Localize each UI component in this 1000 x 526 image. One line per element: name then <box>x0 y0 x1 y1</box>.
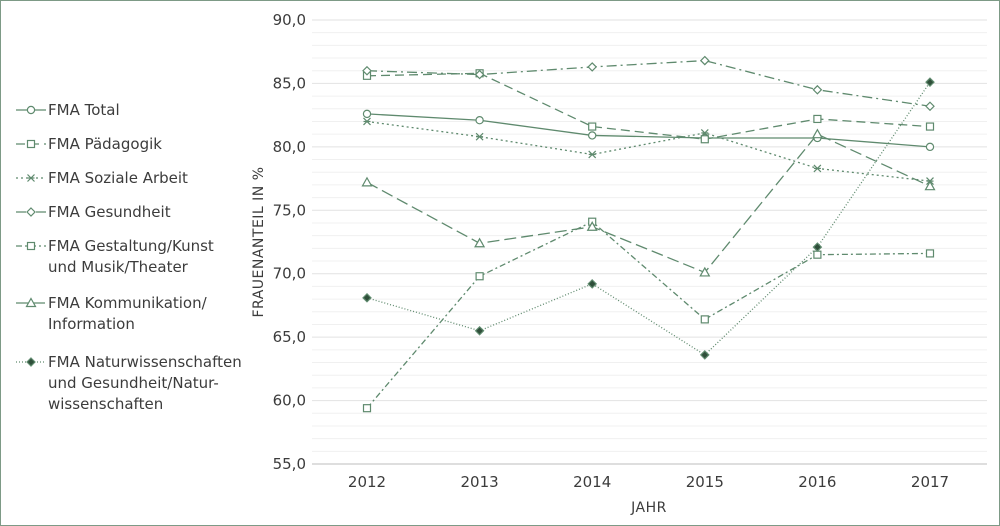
y-tick-label: 80,0 <box>273 138 306 156</box>
series-group <box>362 69 935 144</box>
series-group <box>363 117 934 186</box>
legend: FMA Total FMA Pädagogik FMA Soziale Arbeit… <box>16 101 242 413</box>
y-tick-label: 65,0 <box>273 328 306 346</box>
square-marker <box>588 122 597 131</box>
star-marker <box>588 150 597 159</box>
triangle-marker <box>699 266 711 277</box>
legend-label: FMA Kommunikation/ <box>48 294 208 312</box>
star-marker <box>27 174 35 182</box>
series-line <box>366 81 931 356</box>
square-marker <box>700 315 709 324</box>
filled-diamond-marker <box>812 242 823 252</box>
filled-diamond-marker <box>26 357 36 367</box>
x-tick-label: 2017 <box>911 473 949 491</box>
triangle-marker <box>25 297 37 308</box>
diamond-marker <box>699 55 710 66</box>
square-marker <box>925 122 935 131</box>
x-tick-label: 2015 <box>686 473 724 491</box>
star-marker <box>813 164 822 173</box>
square-marker <box>700 135 709 144</box>
square-marker <box>26 139 36 149</box>
star-marker <box>363 117 371 126</box>
square-marker <box>362 404 372 413</box>
square-marker <box>26 241 36 251</box>
legend-label: FMA Pädagogik <box>48 135 162 153</box>
diamond-marker <box>587 62 598 72</box>
x-axis-title: JAHR <box>630 500 667 516</box>
series-line <box>366 59 931 107</box>
legend-item: FMA Total <box>16 101 120 119</box>
series-group <box>361 128 936 277</box>
filled-diamond-marker <box>587 279 598 289</box>
y-tick-label: 75,0 <box>273 201 306 219</box>
y-tick-label: 70,0 <box>273 265 306 283</box>
triangle-marker <box>474 237 486 248</box>
x-tick-label: 2014 <box>573 473 611 491</box>
triangle-marker <box>586 221 598 231</box>
circle-marker <box>925 142 935 152</box>
circle-marker <box>362 109 372 119</box>
legend-label: FMA Total <box>48 101 120 119</box>
y-axis-title: FRAUENANTEIL IN % <box>251 166 267 317</box>
x-tick-label: 2012 <box>348 473 386 491</box>
diamond-marker <box>26 207 36 217</box>
series-line <box>366 220 931 409</box>
y-tick-label: 90,0 <box>273 11 306 29</box>
legend-item: FMA Naturwissenschaften und Gesundheit/Na… <box>16 353 242 413</box>
legend-item: FMA Soziale Arbeit <box>16 169 188 187</box>
axes: 55,0 60,0 65,0 70,0 75,0 80,0 85,0 90,0 2012 2013… <box>273 11 987 491</box>
square-marker <box>813 114 822 124</box>
legend-label: FMA Gesundheit <box>48 203 171 221</box>
circle-marker <box>475 116 484 125</box>
square-marker <box>813 250 822 259</box>
x-tick-label: 2016 <box>798 473 836 491</box>
y-tick-label: 60,0 <box>273 392 306 410</box>
legend-label: und Gesundheit/Natur- <box>48 374 219 392</box>
legend-label: FMA Gestaltung/Kunst <box>48 237 214 255</box>
series-line <box>366 72 931 140</box>
filled-diamond-marker <box>474 325 485 336</box>
series-lines <box>361 55 936 413</box>
legend-item: FMA Gesundheit <box>16 203 171 221</box>
legend-item: FMA Pädagogik <box>16 135 162 153</box>
series-group <box>362 77 935 360</box>
circle-marker <box>588 131 597 140</box>
triangle-marker <box>811 128 823 139</box>
filled-diamond-marker <box>362 292 372 303</box>
triangle-marker <box>924 180 936 191</box>
series-group <box>362 55 935 112</box>
star-marker <box>475 132 484 141</box>
star-marker <box>700 128 709 137</box>
filled-diamond-marker <box>925 77 935 88</box>
filled-diamond-marker <box>699 350 710 360</box>
square-marker <box>925 249 935 258</box>
y-tick-label: 85,0 <box>273 74 306 92</box>
legend-item: FMA Kommunikation/Information <box>16 294 208 333</box>
diamond-marker <box>362 65 372 76</box>
diamond-marker <box>925 101 935 112</box>
grid-lines <box>312 19 987 465</box>
legend-label: wissenschaften <box>48 395 163 413</box>
diamond-marker <box>474 69 485 80</box>
y-tick-label: 55,0 <box>273 455 306 473</box>
series-group <box>362 109 935 152</box>
diamond-marker <box>812 84 823 95</box>
circle-marker <box>26 105 36 115</box>
series-line <box>366 133 931 274</box>
series-group <box>362 217 935 413</box>
legend-label: Information <box>48 315 135 333</box>
x-tick-label: 2013 <box>461 473 499 491</box>
series-line <box>366 113 931 148</box>
square-marker <box>475 272 484 281</box>
legend-item: FMA Gestaltung/Kunst und Musik/Theater <box>16 237 214 276</box>
legend-label: FMA Naturwissenschaften <box>48 353 242 371</box>
legend-label: und Musik/Theater <box>48 258 189 276</box>
triangle-marker <box>361 176 373 187</box>
legend-label: FMA Soziale Arbeit <box>48 169 188 187</box>
